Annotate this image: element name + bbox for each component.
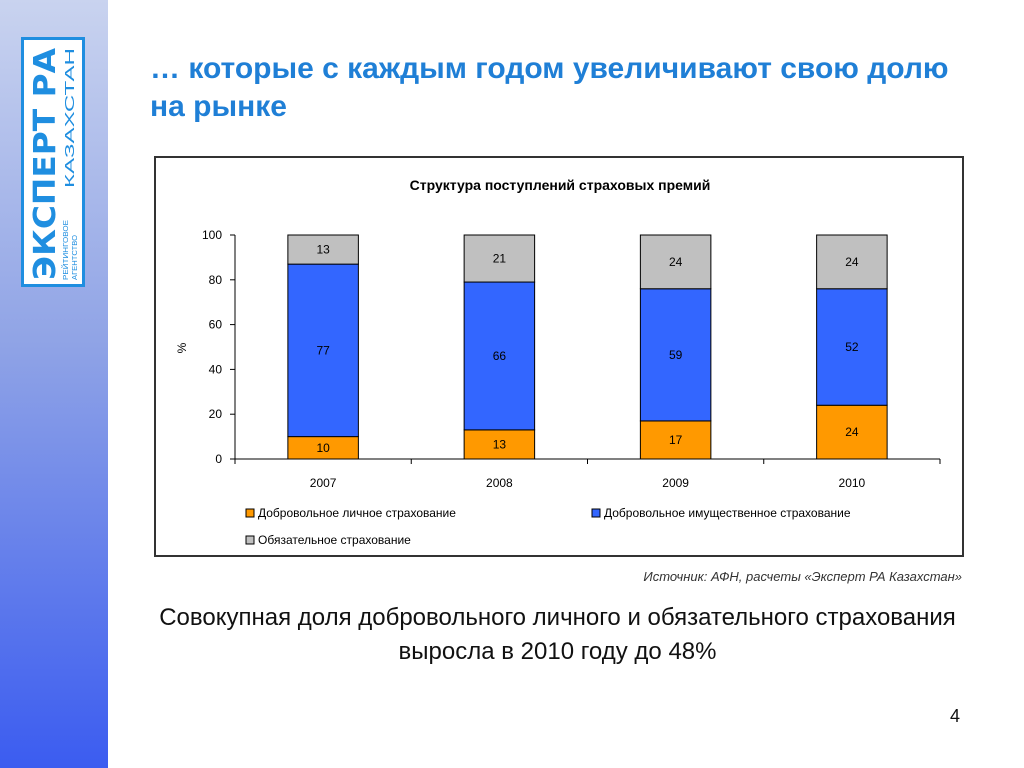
y-tick-label: 20 [209,407,223,421]
y-tick-label: 0 [215,452,222,466]
data-label: 21 [493,252,507,266]
page-number: 4 [950,706,961,726]
logo-tagline-2: АГЕНТСТВО [72,234,79,280]
bar-segment [287,234,359,265]
legend-label: Обязательное страхование [258,533,411,547]
source-note: Источник: АФН, расчеты «Эксперт РА Казах… [643,569,962,584]
data-label: 13 [316,243,330,257]
logo-brand: ЭКСПЕРТ РА [28,47,63,280]
data-label: 77 [316,343,330,357]
bar-segment [816,288,888,406]
bar-segment [816,404,888,460]
bar-segment [463,281,536,431]
chart-frame: Структура поступлений страховых премий %… [154,156,964,557]
y-axis-label: % [175,342,189,353]
legend-swatch [245,508,255,518]
y-tick-label: 40 [209,362,223,376]
data-label: 13 [493,437,507,451]
x-tick-label: 2007 [310,476,337,490]
data-label: 66 [493,349,507,363]
bar-segment [463,234,536,283]
data-label: 17 [669,433,683,447]
data-label: 24 [845,255,859,269]
x-tick-label: 2008 [486,476,513,490]
logo-tagline-1: РЕЙТИНГОВОЕ [61,220,70,280]
y-tick-label: 80 [209,273,223,287]
legend-swatch [591,508,601,518]
bar-segment [639,234,712,290]
logo-region: КАЗАХСТАН [62,48,77,188]
x-tick-label: 2010 [839,476,866,490]
data-label: 52 [845,340,859,354]
x-tick-label: 2009 [662,476,689,490]
data-label: 10 [316,441,330,455]
data-label: 24 [845,425,859,439]
bar-segment [639,288,712,422]
y-tick-label: 100 [202,228,222,242]
bar-segment [463,429,536,460]
expert-ra-logo: ЭКСПЕРТ РА КАЗАХСТАН РЕЙТИНГОВОЕ АГЕНТСТ… [21,37,85,287]
data-label: 24 [669,255,683,269]
stacked-bar-chart: Структура поступлений страховых премий %… [175,177,941,547]
y-tick-label: 60 [209,318,223,332]
slide-title: … которые с каждым годом увеличивают сво… [150,52,949,123]
bar-segment [639,420,712,460]
legend-label: Добровольное имущественное страхование [604,506,851,520]
chart-title: Структура поступлений страховых премий [410,177,711,193]
bar-segment [816,234,888,290]
legend-label: Добровольное личное страхование [258,506,456,520]
data-label: 59 [669,348,683,362]
legend-swatch [245,535,255,545]
conclusion-text: Совокупная доля добровольного личного и … [159,604,956,665]
